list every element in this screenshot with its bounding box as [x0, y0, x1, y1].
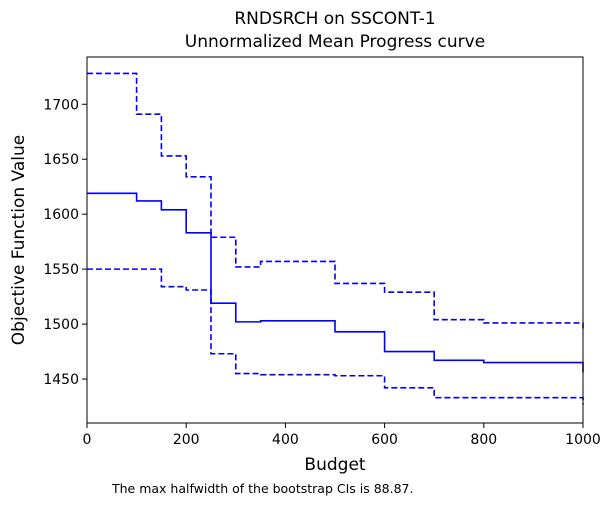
x-axis-label: Budget	[304, 455, 365, 475]
series-line-mean	[87, 192, 584, 373]
y-tick-label: 1500	[43, 317, 79, 333]
x-tick-label: 0	[83, 432, 92, 448]
chart-title: RNDSRCH on SSCONT-1	[234, 9, 435, 29]
chart-subtitle: Unnormalized Mean Progress curve	[185, 32, 485, 52]
series-line-lower	[87, 268, 584, 405]
y-tick-label: 1450	[43, 372, 79, 388]
y-axis-label: Objective Function Value	[9, 135, 29, 345]
x-tick-label: 800	[470, 432, 497, 448]
x-tick-label: 600	[371, 432, 398, 448]
halfwidth-note: The max halfwidth of the bootstrap CIs i…	[111, 481, 413, 496]
x-tick-label: 1000	[565, 432, 601, 448]
plot-frame	[86, 56, 584, 424]
y-tick-label: 1550	[43, 262, 79, 278]
x-axis: 0 200 400 600 800 1000	[83, 423, 601, 448]
x-tick-label: 400	[272, 432, 299, 448]
y-tick-label: 1600	[43, 207, 79, 223]
y-tick-label: 1700	[43, 97, 79, 113]
plot-lines	[87, 72, 584, 405]
x-tick-label: 200	[173, 432, 200, 448]
y-tick-label: 1650	[43, 152, 79, 168]
y-axis: 1450 1500 1550 1600 1650 1700	[43, 97, 87, 388]
